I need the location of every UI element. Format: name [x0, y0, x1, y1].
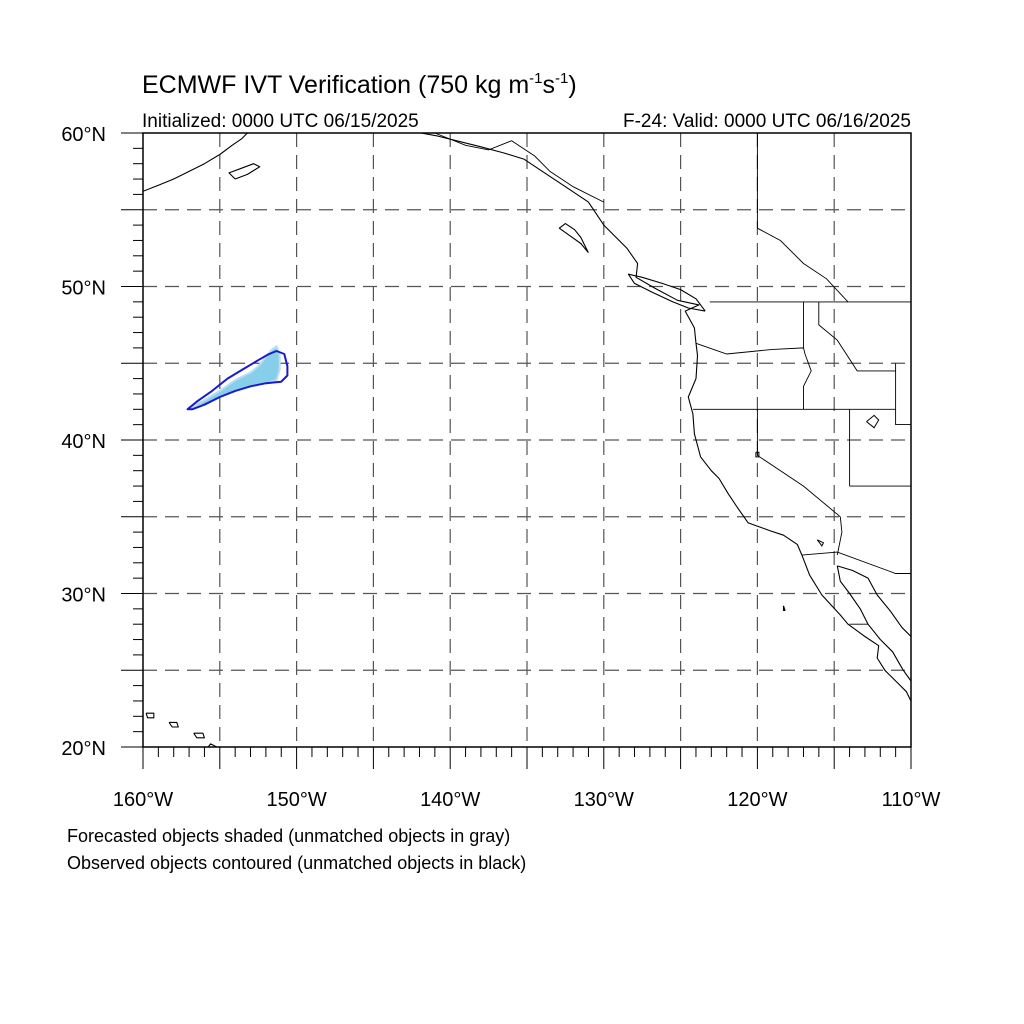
- coastline-kodiak-island: [228, 163, 261, 180]
- latitude-labels: 20°N 30°N 40°N 50°N 60°N: [61, 124, 106, 760]
- lon-label: 130°W: [574, 789, 634, 811]
- coastline-haida-gwaii: [558, 223, 589, 254]
- title-close-paren: ): [568, 71, 577, 99]
- border-oregon-idaho: [803, 353, 812, 410]
- coastline-alaska-peninsula: [143, 133, 248, 192]
- lon-label: 160°W: [113, 789, 173, 811]
- border-idaho-montana: [818, 301, 896, 372]
- lon-label: 150°W: [266, 789, 326, 811]
- coastline-north-america-west-coast: [420, 133, 911, 702]
- lon-label: 110°W: [882, 789, 941, 811]
- lat-label: 40°N: [61, 431, 106, 453]
- coastline-mexico-gulf-coast: [837, 565, 911, 637]
- lon-label: 140°W: [420, 789, 480, 811]
- border-california-nevada: [756, 409, 841, 518]
- grid-lines: [143, 133, 911, 747]
- lat-label: 30°N: [61, 585, 106, 607]
- coastline-hawaii-big-island: [207, 743, 219, 747]
- caption-observed: Observed objects contoured (unmatched ob…: [67, 853, 527, 873]
- border-arizona-california: [836, 516, 843, 556]
- chart-title: ECMWF IVT Verification (750 kg m-1s-1): [142, 70, 577, 100]
- coastline-vancouver-island: [627, 273, 706, 312]
- border-us-mexico: [801, 551, 911, 574]
- coastline-oahu: [168, 721, 179, 728]
- title-unit-exponent-1: -1: [529, 70, 543, 87]
- initialized-label: Initialized: 0000 UTC 06/15/2025: [142, 111, 419, 132]
- lat-label: 60°N: [61, 124, 106, 146]
- lon-label: 120°W: [727, 789, 787, 811]
- coastline-baja-east-coast: [836, 565, 911, 682]
- border-alaska-canada: [434, 133, 605, 203]
- title-unit-exponent-2: -1: [555, 70, 569, 87]
- ivt-objects: [186, 344, 289, 411]
- coastline-kauai: [145, 712, 155, 719]
- border-washington-oregon: [695, 342, 806, 355]
- coastline-guadalupe-island: [782, 605, 786, 611]
- lake-salton-sea: [816, 539, 825, 547]
- border-wyoming-west: [895, 363, 911, 426]
- valid-time-label: F-24: Valid: 0000 UTC 06/16/2025: [623, 111, 911, 132]
- border-bc-alberta: [756, 133, 849, 303]
- political-borders: [434, 133, 911, 625]
- lake-great-salt-lake: [866, 414, 880, 429]
- lat-label: 20°N: [61, 738, 106, 760]
- observed-object-contour: [186, 350, 289, 411]
- caption-forecast: Forecasted objects shaded (unmatched obj…: [67, 826, 511, 846]
- longitude-labels: 160°W 150°W 140°W 130°W 120°W 110°W: [113, 789, 941, 811]
- lat-label: 50°N: [61, 278, 106, 300]
- coastline-maui: [193, 732, 205, 739]
- axis-ticks: [121, 132, 912, 769]
- title-unit-s: s: [542, 71, 556, 99]
- title-main: ECMWF IVT Verification (750 kg m: [142, 71, 530, 99]
